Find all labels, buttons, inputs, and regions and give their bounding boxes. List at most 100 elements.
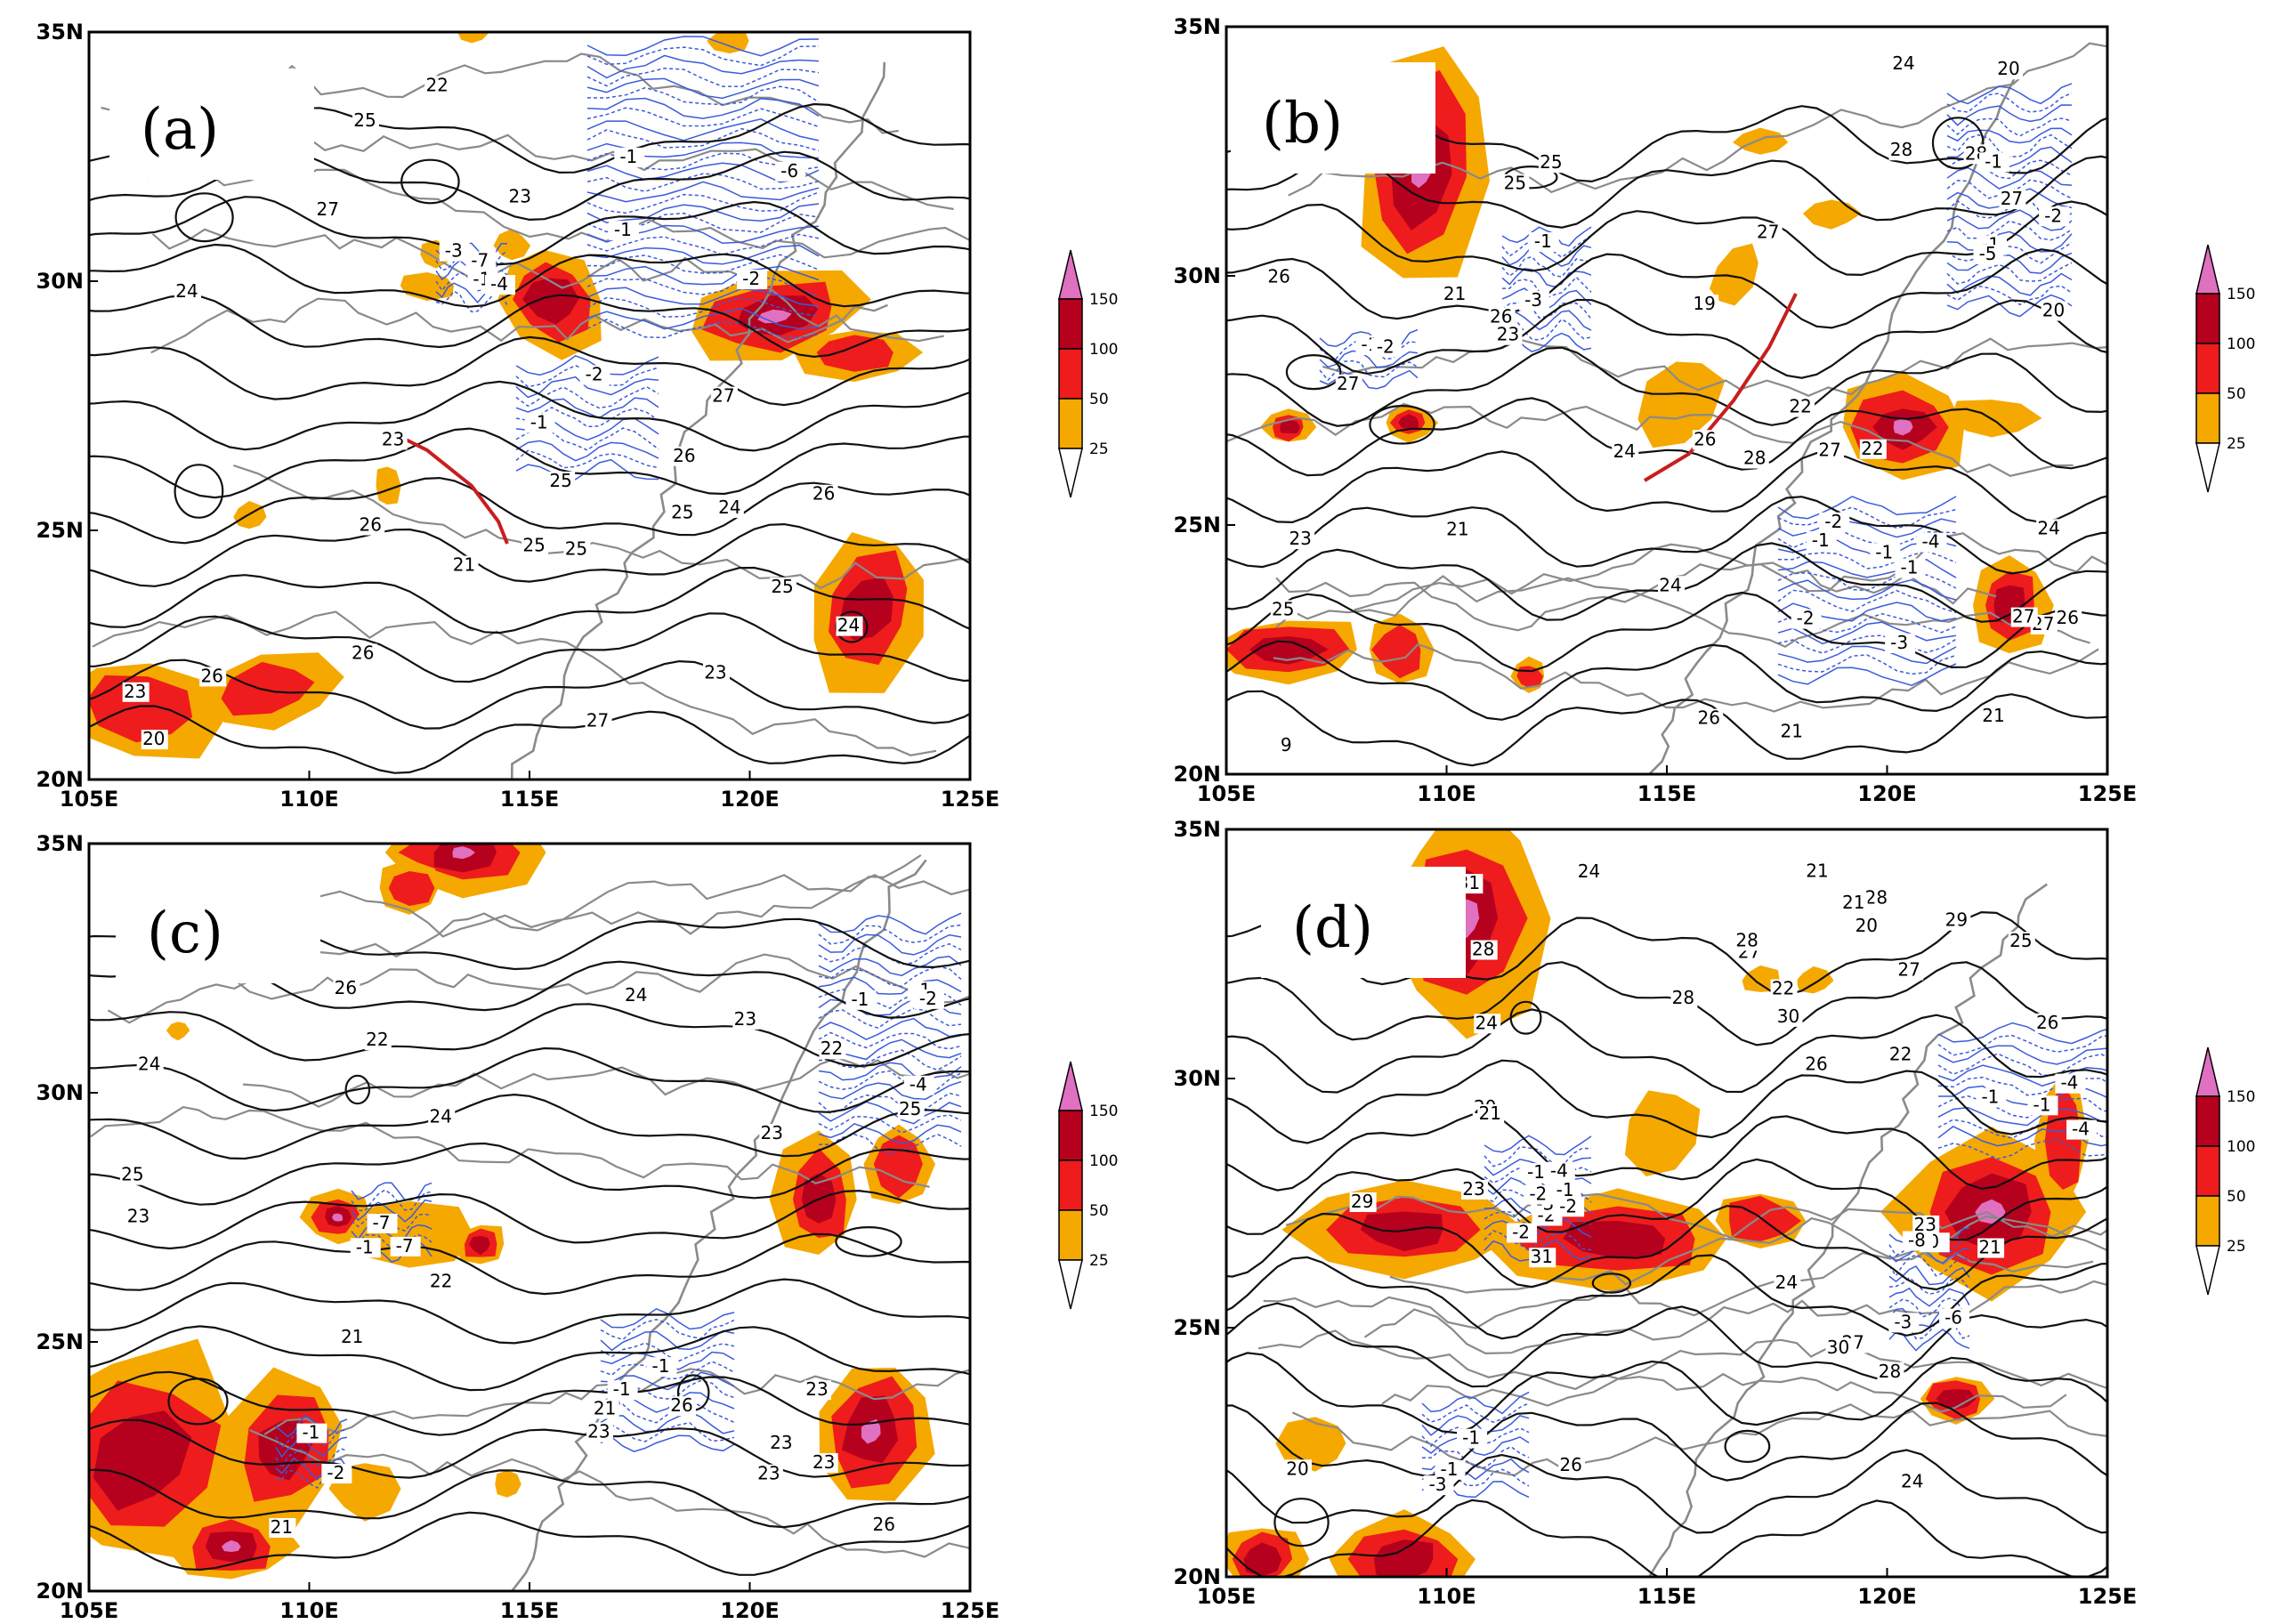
colorbar-label: 100 — [1089, 1152, 1118, 1170]
precip-level — [1398, 414, 1419, 430]
contour-label: 27 — [1755, 222, 1783, 243]
y-tick-label: 25N — [1174, 513, 1221, 537]
contour-label: 23 — [122, 681, 150, 702]
contour-label: 26 — [668, 1394, 696, 1417]
blue-contour — [515, 376, 659, 399]
closed-contour — [1931, 117, 1985, 170]
precip-cell — [1275, 1417, 1346, 1472]
contour-label-negative: -1 — [1895, 557, 1926, 578]
contour-label: 22 — [424, 74, 452, 96]
border-line — [249, 1429, 970, 1558]
svg-text:-8: -8 — [1908, 1230, 1926, 1251]
precip-cell — [379, 859, 439, 915]
contour-label: 28 — [1470, 939, 1498, 960]
contour-line — [89, 335, 970, 407]
precip-level — [1637, 361, 1726, 448]
contour-line — [1226, 690, 2107, 767]
precip-level — [221, 1539, 241, 1552]
coast-line — [1648, 62, 2018, 774]
colorbar-undershoot — [1058, 448, 1083, 498]
svg-text:29: 29 — [1351, 1191, 1373, 1212]
svg-text:26: 26 — [673, 445, 695, 466]
contour-label-negative: -1 — [608, 219, 639, 241]
precip-shading — [89, 844, 935, 1580]
precip-level — [332, 1213, 344, 1222]
svg-text:23: 23 — [1462, 1178, 1484, 1200]
svg-text:-1: -1 — [1527, 1161, 1545, 1183]
svg-text:-1: -1 — [2033, 1094, 2050, 1115]
contour-label-negative: -3 — [439, 240, 470, 262]
axis-ticks-b: 105E 110E 115E 120E 125E 20N 25N 30N 35N — [1174, 14, 2138, 806]
border-line — [1257, 1329, 2067, 1413]
precip-level — [1893, 418, 1913, 436]
blue-contour — [1937, 1095, 2107, 1119]
contour-line — [89, 522, 970, 587]
blue-contour — [1946, 209, 2073, 231]
colorbar-segment — [1058, 1110, 1083, 1161]
contour-label: 20 — [1854, 915, 1881, 937]
svg-text:24: 24 — [1892, 53, 1914, 74]
blue-contour — [586, 181, 820, 203]
blue-contour — [1946, 294, 2073, 318]
contour-label: 27 — [1817, 440, 1845, 461]
svg-text:24: 24 — [625, 984, 647, 1006]
svg-text:26: 26 — [2036, 1012, 2058, 1033]
colorbar-label: 100 — [1089, 341, 1118, 359]
contour-label: 24 — [1891, 53, 1919, 75]
svg-text:-6: -6 — [1944, 1307, 1962, 1329]
label-box — [1261, 867, 1466, 978]
svg-text:27: 27 — [586, 709, 609, 731]
colorbar-label: 50 — [1089, 1202, 1109, 1220]
svg-text:28: 28 — [1865, 887, 1888, 909]
svg-text:-1: -1 — [613, 1378, 631, 1400]
contour-label-negative: -3 — [1423, 1474, 1454, 1496]
colorbar-segment — [2195, 1095, 2220, 1147]
svg-text:23: 23 — [587, 1421, 610, 1442]
panel-c: 2326252423212322232122232221222324232326… — [36, 831, 1119, 1623]
precip-level — [468, 1235, 490, 1256]
blue-contour — [586, 127, 820, 152]
contour-label: 20 — [1995, 58, 2023, 80]
panel-label: (d) — [1292, 895, 1373, 961]
precip-cell — [493, 229, 531, 261]
contour-line — [89, 243, 970, 308]
svg-text:23: 23 — [761, 1122, 783, 1143]
colorbar-label: 25 — [2227, 1238, 2246, 1256]
contour-label: 25 — [521, 534, 549, 556]
panel-b: 9 19 20 21 21 23 20 21 22 24 22 25 26 27 26 27 28 28 27 27 2… — [1174, 14, 2256, 806]
x-tick-label: 115E — [1637, 1584, 1697, 1609]
precip-shading — [89, 32, 924, 759]
blue-contour — [1777, 589, 1957, 614]
contour-label: 24 — [1774, 1272, 1801, 1294]
blue-contour — [600, 1371, 735, 1391]
contour-label: 21 — [339, 1326, 367, 1347]
panel-a: 2726252423232325242625242625262524222321… — [36, 20, 1119, 812]
x-tick-label: 110E — [279, 787, 339, 812]
blue-contour — [1946, 83, 2073, 105]
blue-contour — [586, 118, 820, 141]
precip-level — [1275, 1417, 1346, 1472]
contour-label-negative: -4 — [2066, 1119, 2098, 1140]
y-tick-label: 20N — [36, 1579, 84, 1604]
blue-contour — [818, 1070, 962, 1094]
blue-contour — [1938, 1085, 2107, 1106]
svg-text:23: 23 — [124, 681, 146, 702]
contour-label: 21 — [1840, 892, 1868, 914]
contour-label: 22 — [819, 1038, 846, 1060]
contour-line — [89, 1370, 970, 1436]
border-line — [107, 854, 922, 1024]
svg-text:-2: -2 — [586, 364, 603, 385]
blue-contour — [600, 1361, 735, 1380]
precip-level — [1796, 966, 1834, 994]
contour-line — [1226, 200, 2107, 277]
contour-label-negative: -2 — [1819, 511, 1850, 532]
blue-contour — [1946, 117, 2073, 137]
blue-contour — [818, 1049, 962, 1071]
svg-text:-7: -7 — [396, 1235, 414, 1256]
blue-contour — [586, 276, 820, 296]
svg-text:-1: -1 — [851, 989, 869, 1010]
colorbar-c: 150 100 50 25 — [1058, 1061, 1118, 1310]
colorbar-label: 25 — [1089, 440, 1109, 458]
contour-line — [89, 1003, 970, 1068]
colorbar-segment — [1058, 348, 1083, 400]
